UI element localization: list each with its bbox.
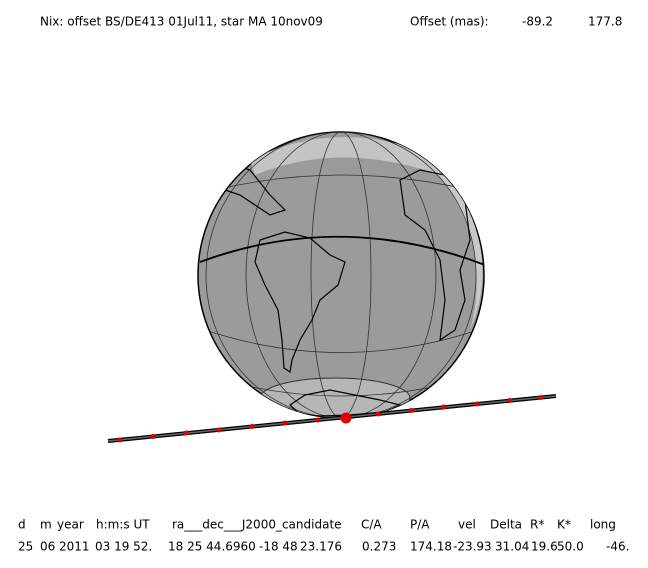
- column-value: 23.176: [300, 540, 342, 554]
- column-value: 25: [18, 540, 33, 554]
- column-header: d: [18, 518, 26, 532]
- offset-x: -89.2: [522, 15, 553, 29]
- offset-y: 177.8: [588, 15, 622, 29]
- column-header: ra___dec___J2000_candidate: [172, 518, 342, 532]
- column-value: 19.6: [531, 540, 558, 554]
- column-header: R*: [530, 518, 544, 532]
- column-header: m: [40, 518, 52, 532]
- offset-label: Offset (mas):: [410, 15, 489, 29]
- column-value: -23.93: [453, 540, 492, 554]
- column-value: 2011: [59, 540, 90, 554]
- column-header: Delta: [490, 518, 522, 532]
- shadow-track: [107, 394, 557, 443]
- column-value: 50.0: [557, 540, 584, 554]
- column-value: 06: [40, 540, 55, 554]
- column-value: -18 48: [259, 540, 298, 554]
- globe: [197, 131, 485, 419]
- column-header: P/A: [410, 518, 430, 532]
- footer: d m year h:m:s UT ra___dec___J2000_candidate…: [18, 518, 629, 554]
- column-header: C/A: [361, 518, 382, 532]
- column-header: h:m:s UT: [96, 518, 150, 532]
- title: Nix: offset BS/DE413 01Jul11, star MA 10…: [40, 15, 323, 29]
- column-header: year: [57, 518, 84, 532]
- column-value: 0.273: [362, 540, 396, 554]
- column-value: -46.: [606, 540, 629, 554]
- column-value: 174.18: [410, 540, 452, 554]
- column-value: 31.04: [495, 540, 529, 554]
- column-header: K*: [557, 518, 571, 532]
- column-value: 03 19 52.: [95, 540, 152, 554]
- column-value: 18 25 44.6960: [168, 540, 256, 554]
- column-header: vel: [458, 518, 476, 532]
- column-header: long: [590, 518, 616, 532]
